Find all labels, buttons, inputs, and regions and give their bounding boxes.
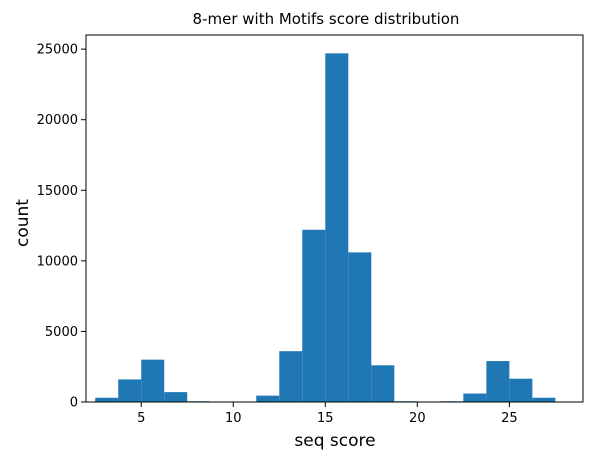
histogram-bar-8 — [279, 351, 303, 402]
histogram-bar-17 — [486, 361, 510, 402]
x-tick-label: 10 — [225, 411, 242, 426]
plot-frame — [85, 34, 584, 403]
histogram-bar-1 — [118, 379, 142, 402]
y-tick-label: 5000 — [45, 325, 78, 340]
y-tick-label: 25000 — [37, 43, 78, 58]
x-tick-label: 25 — [501, 411, 518, 426]
histogram-bar-9 — [302, 229, 326, 402]
histogram-bar-0 — [95, 397, 119, 402]
histogram-bar-12 — [371, 365, 395, 402]
x-tick-label: 20 — [409, 411, 426, 426]
histogram-bar-2 — [141, 359, 165, 402]
histogram-bar-16 — [463, 393, 487, 402]
y-tick-label: 20000 — [37, 113, 78, 128]
histogram-bar-18 — [509, 378, 533, 402]
y-axis-label: count — [13, 199, 33, 247]
y-tick-label: 0 — [70, 396, 78, 411]
x-axis-ticks: 5 10 15 20 25 — [137, 402, 518, 426]
y-tick-label: 15000 — [37, 184, 78, 199]
x-tick-label: 15 — [317, 411, 334, 426]
histogram-bars — [95, 53, 556, 402]
histogram-bar-7 — [256, 395, 280, 402]
chart-title: 8-mer with Motifs score distribution — [193, 10, 460, 28]
x-axis-label: seq score — [294, 431, 375, 451]
histogram-bar-10 — [325, 53, 349, 402]
histogram-bar-19 — [532, 397, 556, 402]
histogram-bar-11 — [348, 252, 372, 402]
histogram-bar-3 — [164, 392, 188, 402]
y-axis-ticks: 0 5000 10000 15000 20000 25000 — [37, 43, 86, 411]
y-tick-label: 10000 — [37, 254, 78, 269]
x-tick-label: 5 — [137, 411, 145, 426]
